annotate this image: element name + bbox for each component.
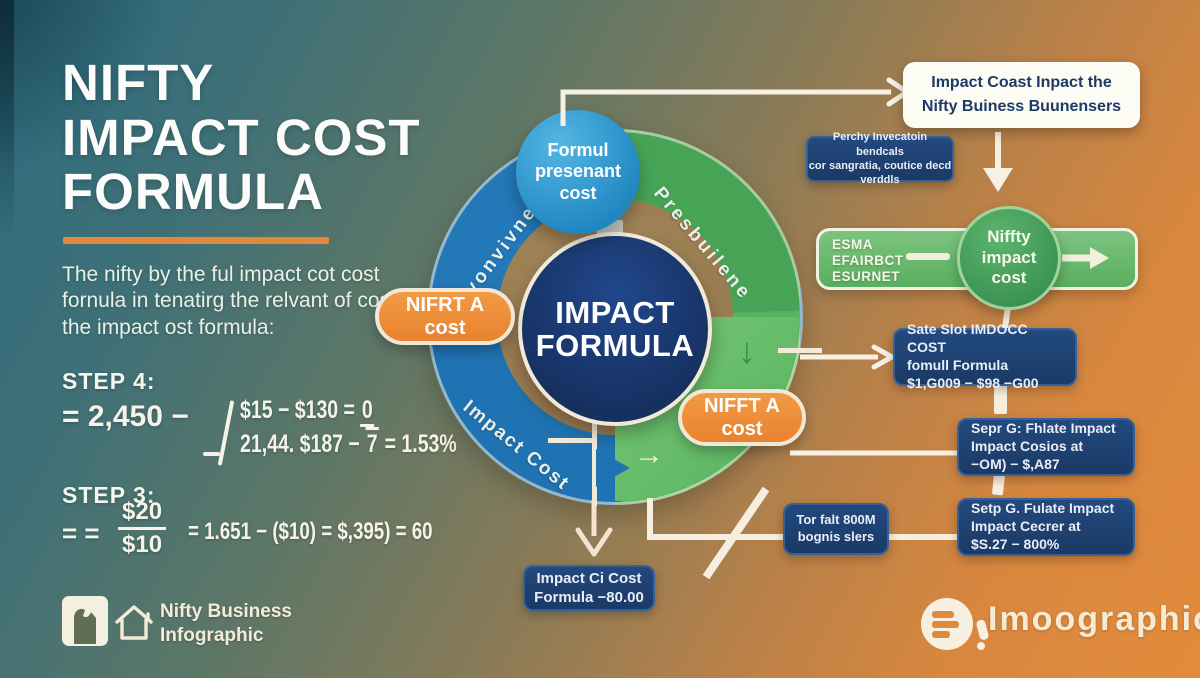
green-banner-arrow-icon (1062, 247, 1109, 269)
badge-line-3: cost (559, 182, 597, 203)
badge-line-1: Formul (547, 139, 609, 160)
imoographic-logo-icon (921, 598, 989, 650)
brand-left-line-1: Nifty Business (160, 601, 292, 622)
impact-box-line-1: Impact Ci Cost (536, 569, 642, 587)
callout-top-right: Impact Coast Inpact the Nifty Buiness Bu… (903, 62, 1140, 128)
step-box-3-line-1: Setp G. Fulate Impact (971, 500, 1115, 517)
note-line-3: verddls (860, 174, 900, 187)
callout-line-1: Impact Coast Inpact the (931, 74, 1112, 91)
small-note-box: Tor falt 800M bognis slers (783, 503, 889, 555)
brand-left-line-2: Infographic (160, 624, 264, 646)
pill-nifty-cost-right: NIFFT A cost (678, 389, 806, 446)
nifty-logo-icon (62, 596, 108, 646)
green-circle-line-1: Niffty (987, 227, 1031, 247)
green-banner-label: ESMA EFAIRBCT ESURNET (832, 237, 904, 286)
step-box-1-line-2: fomull Formula (907, 357, 1009, 373)
step-box-3-line-3: $S.27 − 800% (971, 535, 1060, 552)
step4-line2-overlined: 7 (365, 427, 380, 458)
note-box: Perchy Invecatoin bendcals cor sangratia… (806, 131, 954, 186)
step4-formula-line-2: 21,44. $187 − 7 = 1.53% (240, 427, 518, 459)
step-box-3-line-2: Impact Cecrer at (971, 518, 1081, 535)
step3-label: STEP 3: (62, 482, 156, 508)
nifty-impact-cost-circle: Niffty impact cost (957, 206, 1061, 310)
step4-lhs: = 2,450 − (62, 400, 189, 433)
green-banner-line-3: ESURNET (832, 269, 901, 285)
step-box-3: Setp G. Fulate Impact Impact Cecrer at $… (957, 498, 1135, 556)
green-banner-line-2: EFAIRBCT (832, 253, 904, 269)
green-circle-line-3: cost (991, 268, 1027, 288)
title-line-1: NIFTY (62, 54, 215, 111)
small-note-line-2: bognis slers (797, 529, 875, 544)
small-note-line-1: Tor falt 800M (796, 512, 876, 528)
impact-cost-formula-box: Impact Ci Cost Formula −80.00 (523, 565, 655, 611)
step-box-2-line-1: Sepr G: Fhlate Impact (971, 420, 1116, 437)
pill-left-line-1: NIFRT A (405, 294, 485, 317)
step3-lhs: = = (62, 518, 100, 548)
connector-box1-box2 (994, 384, 1007, 414)
step3-fraction-numerator: $20 (118, 498, 167, 530)
pill-left-line-2: cost (424, 316, 466, 339)
step3-fraction-denominator: $10 (122, 531, 163, 558)
down-arrow-topright (983, 132, 1013, 192)
intro-line-3: the impact ost formula: (62, 315, 275, 339)
step3-rhs-text: = 1.651 − ($10) = $,395) = 60 (188, 518, 433, 545)
brand-right-label: Imoographic (988, 600, 1200, 638)
brand-left-label: Nifty Business Infographic (160, 600, 292, 648)
step-box-2: Sepr G: Fhlate Impact Impact Cosios at −… (957, 418, 1135, 476)
center-line-2: FORMULA (535, 328, 695, 363)
down-arrow-donut (575, 500, 613, 557)
green-circle-line-2: impact (981, 247, 1037, 267)
green-banner-line-1: ESMA (832, 237, 874, 252)
center-circle: IMPACT FORMULA (518, 232, 712, 426)
step4-label: STEP 4: (62, 368, 156, 394)
step4-bracket-dash (203, 452, 220, 456)
donut-divider-horizontal (548, 438, 596, 443)
step3-rhs: = 1.651 − ($10) = $,395) = 60 (188, 518, 502, 546)
small-right-arrow-icon: → (634, 438, 664, 471)
pill-right-line-2: cost (721, 417, 763, 440)
callout-line-2: Nifty Buiness Buunensers (921, 98, 1122, 115)
donut-divider-vertical (592, 416, 597, 506)
house-icon (115, 605, 153, 640)
step3-fraction: $20 $10 (118, 498, 167, 559)
badge-line-2: presenant (534, 161, 622, 182)
donut-divider-right (778, 348, 822, 353)
title-line-2: IMPACT COST (62, 108, 421, 166)
step4-formula-line-1: $15 − $130 = 0 (240, 396, 412, 427)
title-line-3: FORMULA (62, 163, 324, 221)
step4-bracket (217, 400, 235, 466)
title-divider (63, 237, 329, 244)
step-box-2-line-3: −OM) − $,A87 (971, 455, 1060, 472)
page-title: NIFTY IMPACT COST FORMULA (62, 54, 421, 221)
step4-line2-text: 21,44. $187 − (240, 430, 366, 458)
note-line-2: cor sangratia, coutice decd (808, 160, 952, 172)
step-box-2-line-2: Impact Cosios at (971, 438, 1084, 455)
step4-line1-text: $15 − $130 = (240, 396, 361, 424)
step-box-1-line-3: $1,G009 − $98 −G00 (907, 374, 1039, 391)
elbow-arrow-top (560, 77, 912, 126)
step4-line1-underlined: 0 (360, 396, 375, 427)
impact-box-line-2: Formula −80.00 (534, 589, 644, 606)
intro-line-2: fornula in tenatirg the relvant of cost (62, 289, 396, 313)
formula-badge: Formul presenant cost (516, 110, 640, 234)
step4-line2-tail: = 1.53% (379, 430, 457, 458)
intro-line-1: The nifty by the ful impact cot cost (62, 263, 380, 286)
diagonal-slash (702, 486, 770, 580)
arrow-to-box1 (800, 344, 898, 370)
center-line-1: IMPACT (555, 294, 675, 330)
pill-nifty-cost-left: NIFRT A cost (375, 288, 515, 345)
intro-text: The nifty by the ful impact cot cost for… (62, 262, 407, 341)
donut-blue-triangle (596, 449, 630, 487)
small-down-arrow-icon: ↓ (738, 330, 756, 371)
step-box-1: Sate Slot IMDOCC COST fomull Formula $1,… (893, 321, 1077, 391)
step-box-1-line-1: Sate Slot IMDOCC COST (907, 321, 1028, 356)
green-banner-dash (906, 253, 950, 260)
note-line-1: Perchy Invecatoin bendcals (832, 131, 928, 158)
pill-right-line-1: NIFFT A (704, 395, 780, 418)
